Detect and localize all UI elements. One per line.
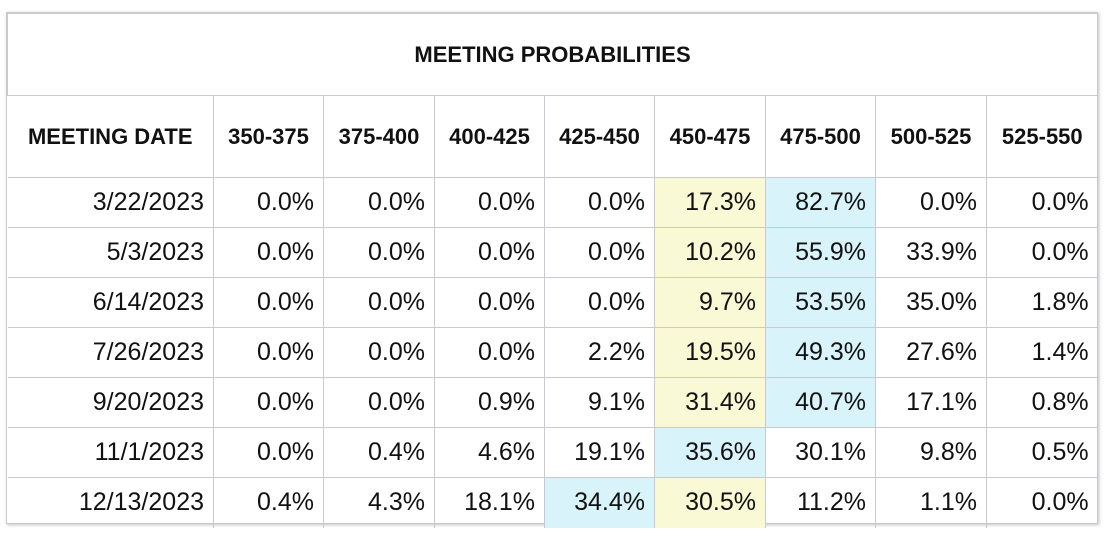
probability-cell: 31.4% — [654, 377, 766, 428]
probability-cell: 34.4% — [544, 477, 655, 528]
probability-cell: 1.4% — [985, 327, 1098, 378]
probability-cell: 10.2% — [654, 227, 766, 278]
probability-cell: 0.0% — [544, 227, 655, 278]
probability-cell: 0.0% — [213, 427, 324, 478]
probability-cell: 1.8% — [985, 277, 1098, 328]
probability-cell: 0.4% — [213, 477, 324, 528]
probability-cell: 0.0% — [323, 177, 435, 228]
probability-cell: 40.7% — [765, 377, 876, 428]
column-header-range: 450-475 — [654, 95, 766, 178]
probability-cell: 82.7% — [765, 177, 876, 228]
probability-cell: 0.0% — [213, 377, 324, 428]
probability-cell: 35.0% — [875, 277, 987, 328]
probability-cell: 17.1% — [875, 377, 987, 428]
probability-cell: 0.0% — [323, 327, 435, 378]
probability-cell: 4.6% — [434, 427, 545, 478]
table-row: 12/13/2023 0.4% 4.3% 18.1% 34.4% 30.5% 11.2% 1.… — [7, 477, 1098, 528]
probability-cell: 30.1% — [765, 427, 876, 478]
probability-table: MEETING PROBABILITIES MEETING DATE 350-37… — [6, 13, 1099, 528]
probability-cell: 9.1% — [544, 377, 655, 428]
table-row: 9/20/2023 0.0% 0.0% 0.9% 9.1% 31.4% 40.7% 17.1%… — [7, 377, 1098, 428]
probability-cell: 0.0% — [434, 327, 545, 378]
probability-cell: 0.9% — [434, 377, 545, 428]
probability-cell: 19.1% — [544, 427, 655, 478]
probability-cell: 0.0% — [213, 177, 324, 228]
column-header-range: 350-375 — [213, 95, 324, 178]
probability-cell: 0.0% — [323, 377, 435, 428]
meeting-date-cell: 7/26/2023 — [7, 327, 214, 378]
probability-cell: 0.0% — [213, 277, 324, 328]
probability-cell: 0.0% — [985, 177, 1098, 228]
meeting-date-cell: 6/14/2023 — [7, 277, 214, 328]
probability-cell: 4.3% — [323, 477, 435, 528]
probability-cell: 19.5% — [654, 327, 766, 378]
probability-cell: 2.2% — [544, 327, 655, 378]
probability-cell: 53.5% — [765, 277, 876, 328]
probability-cell: 0.0% — [213, 327, 324, 378]
probability-cell: 0.0% — [985, 227, 1098, 278]
meeting-probabilities-panel: MEETING PROBABILITIES MEETING DATE 350-37… — [6, 12, 1099, 528]
probability-cell: 27.6% — [875, 327, 987, 378]
probability-cell: 0.0% — [544, 177, 655, 228]
meeting-date-cell: 5/3/2023 — [7, 227, 214, 278]
probability-cell: 0.0% — [434, 277, 545, 328]
table-title: MEETING PROBABILITIES — [6, 13, 1099, 96]
probability-cell: 0.0% — [875, 177, 987, 228]
column-header-range: 375-400 — [323, 95, 435, 178]
probability-cell: 0.4% — [323, 427, 435, 478]
title-row: MEETING PROBABILITIES — [6, 13, 1099, 96]
probability-cell: 0.0% — [434, 177, 545, 228]
table-row: 7/26/2023 0.0% 0.0% 0.0% 2.2% 19.5% 49.3% 27.6%… — [7, 327, 1098, 378]
column-header-range: 500-525 — [875, 95, 987, 178]
probability-cell: 0.5% — [985, 427, 1098, 478]
probability-cell: 30.5% — [654, 477, 766, 528]
probability-cell: 49.3% — [765, 327, 876, 378]
column-header-meeting-date: MEETING DATE — [7, 95, 214, 178]
column-header-range: 425-450 — [544, 95, 655, 178]
column-header-range: 525-550 — [985, 95, 1098, 178]
column-header-range: 475-500 — [765, 95, 876, 178]
probability-cell: 9.7% — [654, 277, 766, 328]
probability-cell: 11.2% — [765, 477, 876, 528]
header-row: MEETING DATE 350-375 375-400 400-425 425-450… — [7, 95, 1098, 178]
table-row: 6/14/2023 0.0% 0.0% 0.0% 0.0% 9.7% 53.5% 35.0% 1… — [7, 277, 1098, 328]
probability-cell: 0.8% — [985, 377, 1098, 428]
meeting-date-cell: 3/22/2023 — [7, 177, 214, 228]
probability-cell: 17.3% — [654, 177, 766, 228]
probability-cell: 0.0% — [213, 227, 324, 278]
probability-cell: 0.0% — [323, 227, 435, 278]
probability-cell: 0.0% — [434, 227, 545, 278]
table-row: 11/1/2023 0.0% 0.4% 4.6% 19.1% 35.6% 30.1% 9.8%… — [7, 427, 1098, 478]
column-header-range: 400-425 — [434, 95, 545, 178]
probability-cell: 33.9% — [875, 227, 987, 278]
meeting-date-cell: 9/20/2023 — [7, 377, 214, 428]
probability-cell: 9.8% — [875, 427, 987, 478]
probability-cell: 0.0% — [985, 477, 1098, 528]
probability-cell: 0.0% — [323, 277, 435, 328]
table-body: 3/22/2023 0.0% 0.0% 0.0% 0.0% 17.3% 82.7% 0.0% 0… — [7, 177, 1098, 528]
probability-cell: 55.9% — [765, 227, 876, 278]
table-row: 3/22/2023 0.0% 0.0% 0.0% 0.0% 17.3% 82.7% 0.0% 0… — [7, 177, 1098, 228]
table-row: 5/3/2023 0.0% 0.0% 0.0% 0.0% 10.2% 55.9% 33.9% 0… — [7, 227, 1098, 278]
meeting-date-cell: 11/1/2023 — [7, 427, 214, 478]
probability-cell: 18.1% — [434, 477, 545, 528]
probability-cell: 35.6% — [654, 427, 766, 478]
meeting-date-cell: 12/13/2023 — [7, 477, 214, 528]
probability-cell: 0.0% — [544, 277, 655, 328]
probability-cell: 1.1% — [875, 477, 987, 528]
